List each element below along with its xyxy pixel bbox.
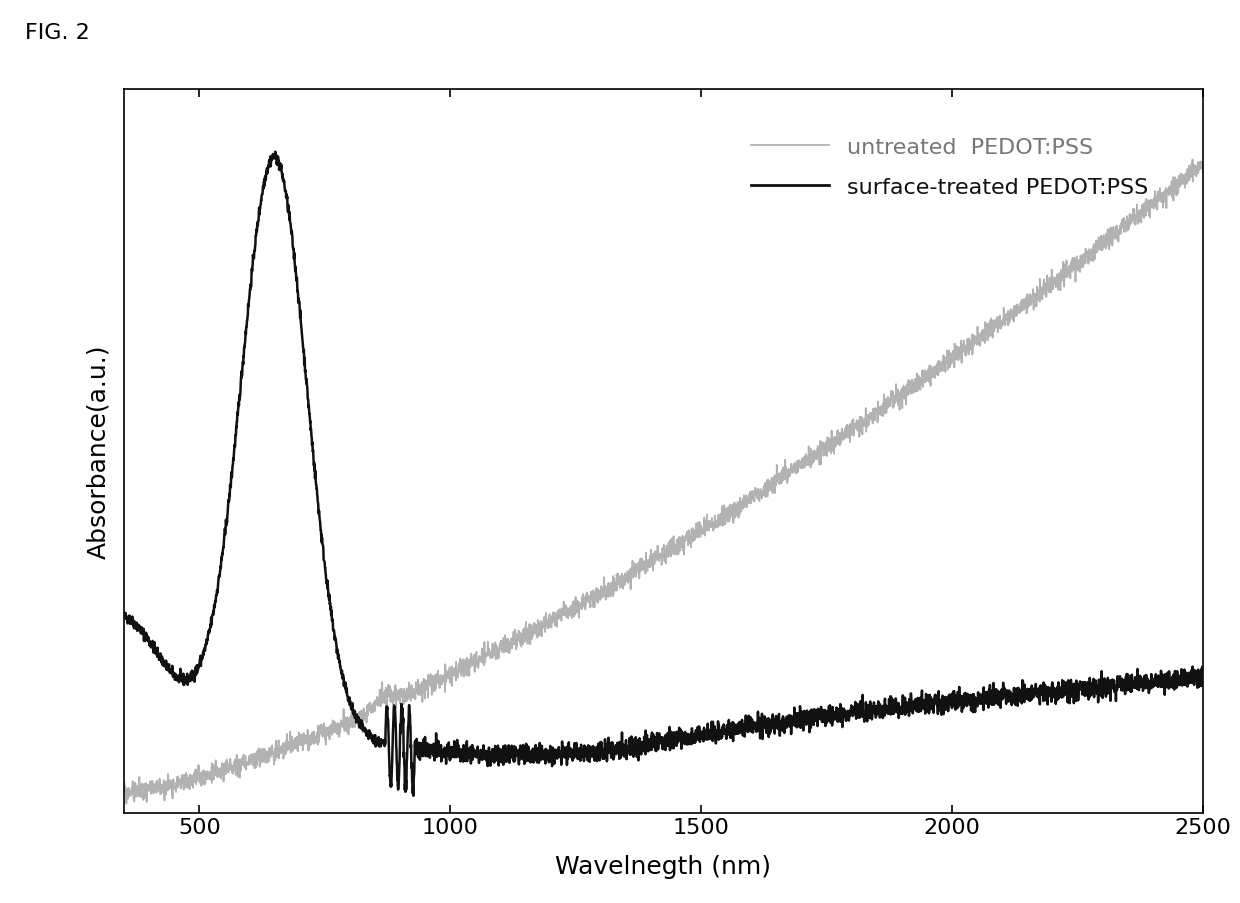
- surface-treated PEDOT:PSS: [570, 754, 585, 765]
- untreated  PEDOT:PSS: [1162, 182, 1177, 192]
- untreated  PEDOT:PSS: [1195, 167, 1210, 178]
- untreated  PEDOT:PSS: [579, 592, 594, 603]
- Line: untreated  PEDOT:PSS: untreated PEDOT:PSS: [124, 161, 1203, 804]
- surface-treated PEDOT:PSS: [117, 610, 131, 621]
- untreated  PEDOT:PSS: [630, 564, 645, 575]
- untreated  PEDOT:PSS: [1185, 155, 1200, 166]
- untreated  PEDOT:PSS: [900, 386, 915, 397]
- surface-treated PEDOT:PSS: [1109, 684, 1123, 695]
- untreated  PEDOT:PSS: [1109, 221, 1123, 232]
- surface-treated PEDOT:PSS: [1163, 682, 1178, 693]
- X-axis label: Wavelnegth (nm): Wavelnegth (nm): [556, 854, 771, 878]
- surface-treated PEDOT:PSS: [268, 147, 283, 158]
- untreated  PEDOT:PSS: [570, 596, 585, 607]
- surface-treated PEDOT:PSS: [630, 738, 645, 749]
- Text: FIG. 2: FIG. 2: [25, 23, 89, 42]
- untreated  PEDOT:PSS: [117, 787, 131, 798]
- untreated  PEDOT:PSS: [119, 798, 134, 809]
- surface-treated PEDOT:PSS: [405, 790, 420, 801]
- surface-treated PEDOT:PSS: [900, 705, 915, 716]
- Y-axis label: Absorbance(a.u.): Absorbance(a.u.): [86, 344, 110, 559]
- Line: surface-treated PEDOT:PSS: surface-treated PEDOT:PSS: [124, 153, 1203, 796]
- surface-treated PEDOT:PSS: [579, 746, 594, 757]
- surface-treated PEDOT:PSS: [1195, 671, 1210, 682]
- Legend: untreated  PEDOT:PSS, surface-treated PEDOT:PSS: untreated PEDOT:PSS, surface-treated PED…: [729, 116, 1171, 220]
